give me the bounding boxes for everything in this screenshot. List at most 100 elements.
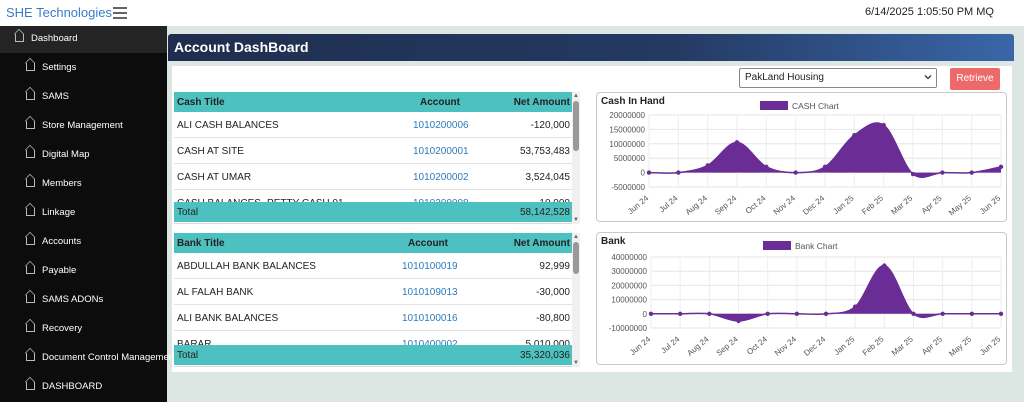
row-title: AL FALAH BANK [177, 287, 254, 298]
total-label: Total [177, 350, 199, 361]
table-row[interactable]: CASH AT SITE 1010200001 53,753,483 [174, 138, 572, 164]
column-header[interactable]: Cash Title [177, 97, 225, 108]
home-icon [26, 237, 35, 245]
table-row[interactable]: AL FALAH BANK 1010109013 -30,000 [174, 279, 572, 305]
scroll-up-icon[interactable]: ▲ [573, 234, 579, 240]
sidebar-item-sams-adons[interactable]: SAMS ADONs [0, 287, 167, 314]
scroll-thumb[interactable] [573, 242, 579, 274]
x-tick-label: Apr 25 [920, 334, 944, 356]
y-tick-label: 10000000 [611, 296, 647, 305]
y-tick-label: 5000000 [614, 154, 646, 163]
legend-label: Bank Chart [795, 241, 838, 251]
account-link[interactable]: 1010400002 [402, 339, 458, 350]
sidebar-item-label: SAMS [42, 91, 69, 102]
account-link[interactable]: 1010109013 [402, 287, 458, 298]
data-point [734, 140, 740, 145]
column-header[interactable]: Net Amount [513, 238, 570, 249]
sidebar-item-recovery[interactable]: Recovery [0, 316, 167, 343]
account-link[interactable]: 1010100016 [402, 313, 458, 324]
menu-toggle-icon[interactable] [113, 7, 127, 19]
table-row[interactable]: ALI CASH BALANCES 1010200006 -120,000 [174, 112, 572, 138]
data-point [882, 263, 887, 268]
data-point [707, 311, 712, 316]
account-link[interactable]: 1010200002 [413, 172, 469, 183]
table-scrollbar[interactable]: ▲ ▼ [572, 92, 580, 224]
page-header: Account DashBoard [168, 34, 1014, 61]
account-link[interactable]: 1010200001 [413, 146, 469, 157]
column-header[interactable]: Net Amount [513, 97, 570, 108]
x-tick-label: Feb 25 [860, 193, 885, 216]
x-tick-label: May 25 [947, 193, 973, 217]
home-icon [26, 295, 35, 303]
home-icon [26, 208, 35, 216]
data-point [852, 304, 858, 309]
y-tick-label: 40000000 [611, 253, 647, 262]
brand-title[interactable]: SHE Technologies [6, 5, 112, 20]
scroll-thumb[interactable] [573, 101, 579, 151]
scroll-down-icon[interactable]: ▼ [573, 217, 579, 223]
home-icon [26, 150, 35, 158]
bank-table: Bank Title Account Net Amount ABDULLAH BANK… [174, 233, 580, 367]
column-header[interactable]: Account [408, 238, 448, 249]
data-point [648, 311, 654, 316]
data-point [794, 311, 800, 316]
sidebar-item-label: Recovery [42, 323, 83, 334]
table-row[interactable]: CASH AT UMAR 1010200002 3,524,045 [174, 164, 572, 190]
row-title: ALI CASH BALANCES [177, 120, 279, 131]
home-icon [26, 266, 35, 274]
x-tick-label: Sep 24 [713, 193, 739, 217]
x-tick-label: Jan 25 [831, 193, 856, 216]
x-tick-label: Jun 24 [626, 193, 651, 216]
sidebar-item-linkage[interactable]: Linkage [0, 200, 167, 227]
data-point [676, 170, 681, 175]
sidebar-item-members[interactable]: Members [0, 171, 167, 198]
y-tick-label: 20000000 [609, 111, 645, 120]
sidebar-item-sams[interactable]: SAMS [0, 84, 167, 111]
total-amount: 58,142,528 [519, 207, 570, 218]
retrieve-button[interactable]: Retrieve [950, 68, 1000, 90]
sidebar-item-document-control-management[interactable]: Document Control Management [0, 345, 177, 372]
y-tick-label: 0 [643, 310, 648, 319]
account-link[interactable]: 1010200006 [413, 120, 469, 131]
legend-swatch [760, 101, 788, 110]
sidebar-item-accounts[interactable]: Accounts [0, 229, 167, 256]
x-tick-label: Jan 25 [832, 334, 857, 357]
data-point [852, 132, 857, 138]
row-amount: 3,524,045 [525, 172, 571, 183]
y-tick-label: 30000000 [611, 267, 647, 276]
table-total-row: Total 35,320,036 [174, 345, 572, 365]
sidebar-item-label: Linkage [42, 207, 76, 218]
row-title: ALI BANK BALANCES [177, 313, 279, 324]
bank-chart-title: Bank [601, 236, 626, 247]
data-point [998, 311, 1004, 316]
account-link[interactable]: 1010100019 [402, 261, 458, 272]
sidebar-item-label: Document Control Management [42, 352, 177, 363]
data-point [940, 170, 945, 175]
column-header[interactable]: Account [420, 97, 460, 108]
x-tick-label: Mar 25 [889, 193, 914, 216]
data-point [705, 163, 710, 168]
scroll-down-icon[interactable]: ▼ [573, 360, 579, 366]
table-scrollbar[interactable]: ▲ ▼ [572, 233, 580, 367]
table-total-row: Total 58,142,528 [174, 202, 572, 222]
scroll-up-icon[interactable]: ▲ [573, 93, 579, 99]
sidebar-item-settings[interactable]: Settings [0, 55, 167, 82]
sidebar-item-label: Accounts [42, 236, 82, 247]
sidebar-item-payable[interactable]: Payable [0, 258, 167, 285]
column-header[interactable]: Bank Title [177, 238, 225, 249]
row-title: CASH AT SITE [177, 146, 244, 157]
table-row[interactable]: ABDULLAH BANK BALANCES 1010100019 92,999 [174, 253, 572, 279]
sidebar-item-store-management[interactable]: Store Management [0, 113, 167, 140]
sidebar-item-label: Dashboard [31, 33, 78, 44]
table-row[interactable]: ALI BANK BALANCES 1010100016 -80,800 [174, 305, 572, 331]
sidebar-item-dashboard[interactable]: DASHBOARD [0, 374, 167, 401]
x-tick-label: Nov 24 [772, 193, 798, 217]
sidebar-item-label: Members [42, 178, 82, 189]
project-select-value: PakLand Housing [745, 72, 824, 83]
data-point [793, 170, 798, 175]
sidebar-item-dashboard[interactable]: Dashboard [0, 26, 167, 53]
x-tick-label: Apr 25 [920, 193, 944, 215]
project-select[interactable]: PakLand Housing [739, 68, 937, 88]
sidebar-item-digital-map[interactable]: Digital Map [0, 142, 167, 169]
y-tick-label: 10000000 [609, 140, 645, 149]
